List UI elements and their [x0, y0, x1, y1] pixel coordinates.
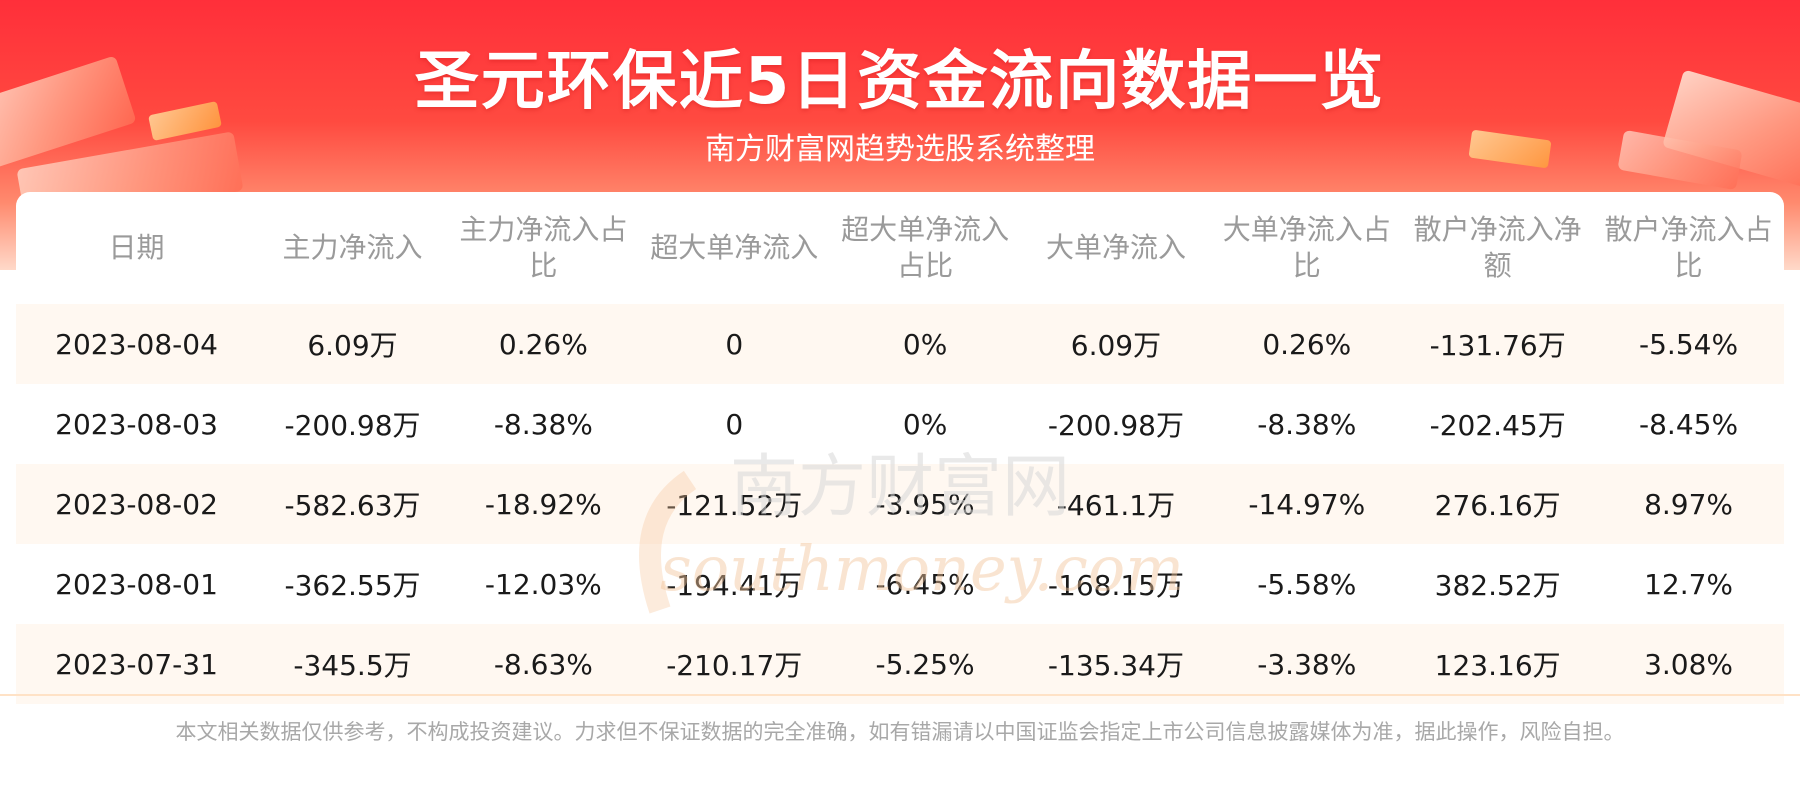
table-cell: -5.58%: [1257, 567, 1357, 601]
column-header: 主力净流入占比: [459, 213, 628, 282]
table-cell: 2023-08-02: [16, 464, 258, 544]
table-cell: 276.16万: [1402, 464, 1594, 544]
table-cell: -14.97%: [1211, 464, 1403, 544]
table-cell: 2023-08-04: [16, 304, 258, 384]
table-cell: 0.26%: [447, 304, 639, 384]
table-cell: 6.09万: [257, 304, 448, 384]
table-cell: 8.97%: [1593, 464, 1784, 544]
column-header: 散户净流入净额: [1413, 213, 1582, 282]
table-cell: 12.7%: [1644, 567, 1734, 601]
table-cell: -8.45%: [1639, 407, 1739, 441]
table-cell: -8.38%: [1257, 407, 1357, 441]
table-cell: -362.55万: [284, 569, 421, 602]
table-cell: 0.26%: [1211, 304, 1403, 384]
table-cell: -18.92%: [447, 464, 639, 544]
column-header: 超大单净流入: [650, 231, 819, 264]
table-cell: 2023-08-03: [55, 407, 218, 441]
table-cell: -582.63万: [257, 464, 448, 544]
table-row: 2023-08-01 -362.55万 -12.03% -194.41万 -6.…: [16, 544, 1784, 624]
column-header: 主力净流入: [282, 231, 423, 264]
table-cell: -194.41万: [666, 569, 803, 602]
table-cell: 0: [638, 304, 830, 384]
table-cell: -168.15万: [1047, 569, 1184, 602]
table-header-row: 日期 主力净流入 主力净流入占比 超大单净流入 超大单净流入占比 大单净流入 大…: [16, 192, 1784, 304]
table-cell: -135.34万: [1020, 624, 1212, 704]
table-cell: -8.63%: [447, 624, 639, 704]
table-row: 2023-08-03 -200.98万 -8.38% 0 0% -200.98万…: [16, 384, 1784, 464]
data-table-card: 日期 主力净流入 主力净流入占比 超大单净流入 超大单净流入占比 大单净流入 大…: [16, 192, 1784, 704]
fund-flow-table: 日期 主力净流入 主力净流入占比 超大单净流入 超大单净流入占比 大单净流入 大…: [16, 192, 1784, 704]
table-cell: -5.54%: [1593, 304, 1784, 384]
table-cell: -3.95%: [829, 464, 1021, 544]
page-title: 圣元环保近5日资金流向数据一览: [414, 45, 1386, 119]
table-cell: -3.38%: [1211, 624, 1403, 704]
table-cell: -202.45万: [1429, 409, 1566, 442]
table-row: 2023-08-02 -582.63万 -18.92% -121.52万 -3.…: [16, 464, 1784, 544]
table-cell: 0%: [902, 407, 948, 441]
table-cell: -12.03%: [484, 567, 602, 601]
table-cell: -121.52万: [638, 464, 830, 544]
column-header: 大单净流入: [1045, 231, 1186, 264]
table-cell: -461.1万: [1020, 464, 1212, 544]
column-header: 日期: [108, 231, 165, 264]
table-cell: 6.09万: [1020, 304, 1212, 384]
table-cell: 3.08%: [1593, 624, 1784, 704]
table-row: 2023-07-31 -345.5万 -8.63% -210.17万 -5.25…: [16, 624, 1784, 704]
table-cell: 2023-08-01: [55, 567, 218, 601]
table-cell: -200.98万: [284, 409, 421, 442]
column-header: 超大单净流入占比: [841, 213, 1010, 282]
table-cell: 0%: [829, 304, 1021, 384]
column-header: 大单净流入占比: [1222, 213, 1391, 282]
footer-divider: [0, 694, 1800, 696]
table-cell: -5.25%: [829, 624, 1021, 704]
table-cell: 2023-07-31: [16, 624, 258, 704]
table-cell: -131.76万: [1402, 304, 1594, 384]
table-cell: -6.45%: [875, 567, 975, 601]
column-header: 散户净流入占比: [1604, 213, 1773, 282]
table-cell: 123.16万: [1402, 624, 1594, 704]
table-cell: 382.52万: [1434, 569, 1561, 602]
disclaimer-text: 本文相关数据仅供参考，不构成投资建议。力求但不保证数据的完全准确，如有错漏请以中…: [175, 720, 1625, 744]
table-cell: 0: [725, 407, 744, 441]
table-cell: -345.5万: [257, 624, 448, 704]
page-subtitle: 南方财富网趋势选股系统整理: [705, 132, 1095, 167]
table-cell: -200.98万: [1047, 409, 1184, 442]
table-cell: -8.38%: [493, 407, 593, 441]
table-cell: -210.17万: [638, 624, 830, 704]
table-row: 2023-08-04 6.09万 0.26% 0 0% 6.09万 0.26% …: [16, 304, 1784, 384]
